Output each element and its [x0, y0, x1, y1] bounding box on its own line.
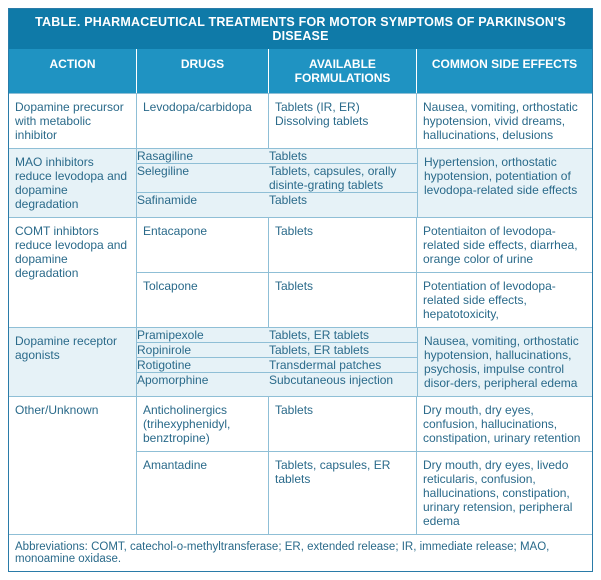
col-action: ACTION — [9, 49, 137, 93]
side-effect-cell: Dry mouth, dry eyes, confusion, hallucin… — [417, 397, 592, 451]
action-cell: Dopamine receptor agonists — [9, 328, 137, 396]
drug-cell: Apomorphine — [137, 373, 269, 387]
formulation-cell: Tablets, capsules, orally disinte-gratin… — [269, 164, 417, 192]
table-header: ACTION DRUGS AVAILABLE FORMULATIONS COMM… — [9, 49, 592, 93]
drug-cell: Selegiline — [137, 164, 269, 192]
drug-cell: Rotigotine — [137, 358, 269, 372]
formulation-cell: Tablets, ER tablets — [269, 343, 417, 357]
group-row: COMT inhibtors reduce levodopa and dopam… — [9, 217, 592, 327]
formulation-cell: Tablets — [269, 218, 417, 272]
table-title: TABLE. PHARMACEUTICAL TREATMENTS FOR MOT… — [9, 9, 592, 49]
drug-cell: Amantadine — [137, 452, 269, 534]
action-cell: Dopamine precursor with metabolic inhibi… — [9, 94, 137, 148]
action-cell: Other/Unknown — [9, 397, 137, 534]
formulation-cell: Transdermal patches — [269, 358, 417, 372]
side-effect-cell: Hypertension, orthostatic hypotension, p… — [418, 149, 592, 217]
side-effect-cell: Potentiaiton of levodopa-related side ef… — [417, 218, 592, 272]
group-row: Dopamine receptor agonists Pramipexole T… — [9, 327, 592, 396]
side-effect-cell: Dry mouth, dry eyes, livedo reticularis,… — [417, 452, 592, 534]
formulation-cell: Tablets — [269, 193, 417, 207]
formulation-cell: Tablets — [269, 273, 417, 327]
col-drugs: DRUGS — [137, 49, 269, 93]
formulation-cell: Tablets, capsules, ER tablets — [269, 452, 417, 534]
formulation-cell: Tablets — [269, 397, 417, 451]
drug-cell: Tolcapone — [137, 273, 269, 327]
pharma-table: TABLE. PHARMACEUTICAL TREATMENTS FOR MOT… — [8, 8, 593, 572]
formulation-cell: Tablets, ER tablets — [269, 328, 417, 342]
col-side-effects: COMMON SIDE EFFECTS — [417, 49, 592, 93]
drug-cell: Entacapone — [137, 218, 269, 272]
group-row: Other/Unknown Anticholinergics (trihexyp… — [9, 396, 592, 534]
group-row: MAO inhibitors reduce levodopa and dopam… — [9, 148, 592, 217]
drug-cell: Levodopa/carbidopa — [137, 94, 269, 148]
action-cell: MAO inhibitors reduce levodopa and dopam… — [9, 149, 137, 217]
drug-cell: Safinamide — [137, 193, 269, 207]
side-effect-cell: Nausea, vomiting, orthostatic hypotensio… — [418, 328, 592, 396]
action-cell: COMT inhibtors reduce levodopa and dopam… — [9, 218, 137, 327]
drug-cell: Pramipexole — [137, 328, 269, 342]
drug-cell: Anticholinergics (trihexyphenidyl, benzt… — [137, 397, 269, 451]
drug-cell: Rasagiline — [137, 149, 269, 163]
formulation-cell: Subcutaneous injection — [269, 373, 417, 387]
col-formulations: AVAILABLE FORMULATIONS — [269, 49, 417, 93]
formulation-cell: Tablets — [269, 149, 417, 163]
abbreviations: Abbreviations: COMT, catechol-o-methyltr… — [9, 534, 592, 571]
formulation-cell: Tablets (IR, ER) Dissolving tablets — [269, 94, 417, 148]
side-effect-cell: Potentiation of levodopa-related side ef… — [417, 273, 592, 327]
group-row: Dopamine precursor with metabolic inhibi… — [9, 93, 592, 148]
drug-cell: Ropinirole — [137, 343, 269, 357]
side-effect-cell: Nausea, vomiting, orthostatic hypotensio… — [417, 94, 592, 148]
